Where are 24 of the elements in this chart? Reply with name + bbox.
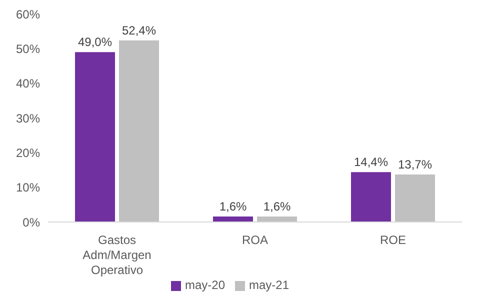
x-tick-label: ROA	[242, 233, 268, 247]
legend-label: may-20	[184, 278, 225, 292]
bar	[75, 52, 115, 222]
y-tick-label: 10%	[16, 180, 40, 195]
data-label: 13,7%	[398, 158, 432, 172]
x-tick-label: ROE	[380, 233, 406, 247]
bar	[351, 172, 391, 222]
y-tick-label: 40%	[16, 76, 40, 91]
bar	[395, 174, 435, 222]
data-label: 49,0%	[78, 35, 112, 50]
y-tick-label: 0%	[22, 215, 40, 230]
y-tick-label: 30%	[16, 111, 40, 126]
data-label: 1,6%	[263, 199, 291, 214]
data-label: 1,6%	[219, 199, 247, 214]
legend-label: may-21	[249, 278, 290, 292]
bar	[257, 216, 297, 222]
bar	[213, 216, 253, 222]
x-tick-label: Gastos Adm/Margen Operativo	[82, 233, 152, 277]
bar	[119, 40, 159, 222]
y-tick-label: 20%	[16, 146, 40, 160]
data-label: 52,4%	[122, 23, 156, 38]
y-tick-label: 60%	[16, 7, 40, 22]
data-label: 14,4%	[354, 155, 388, 170]
y-tick-label: 50%	[16, 42, 40, 56]
